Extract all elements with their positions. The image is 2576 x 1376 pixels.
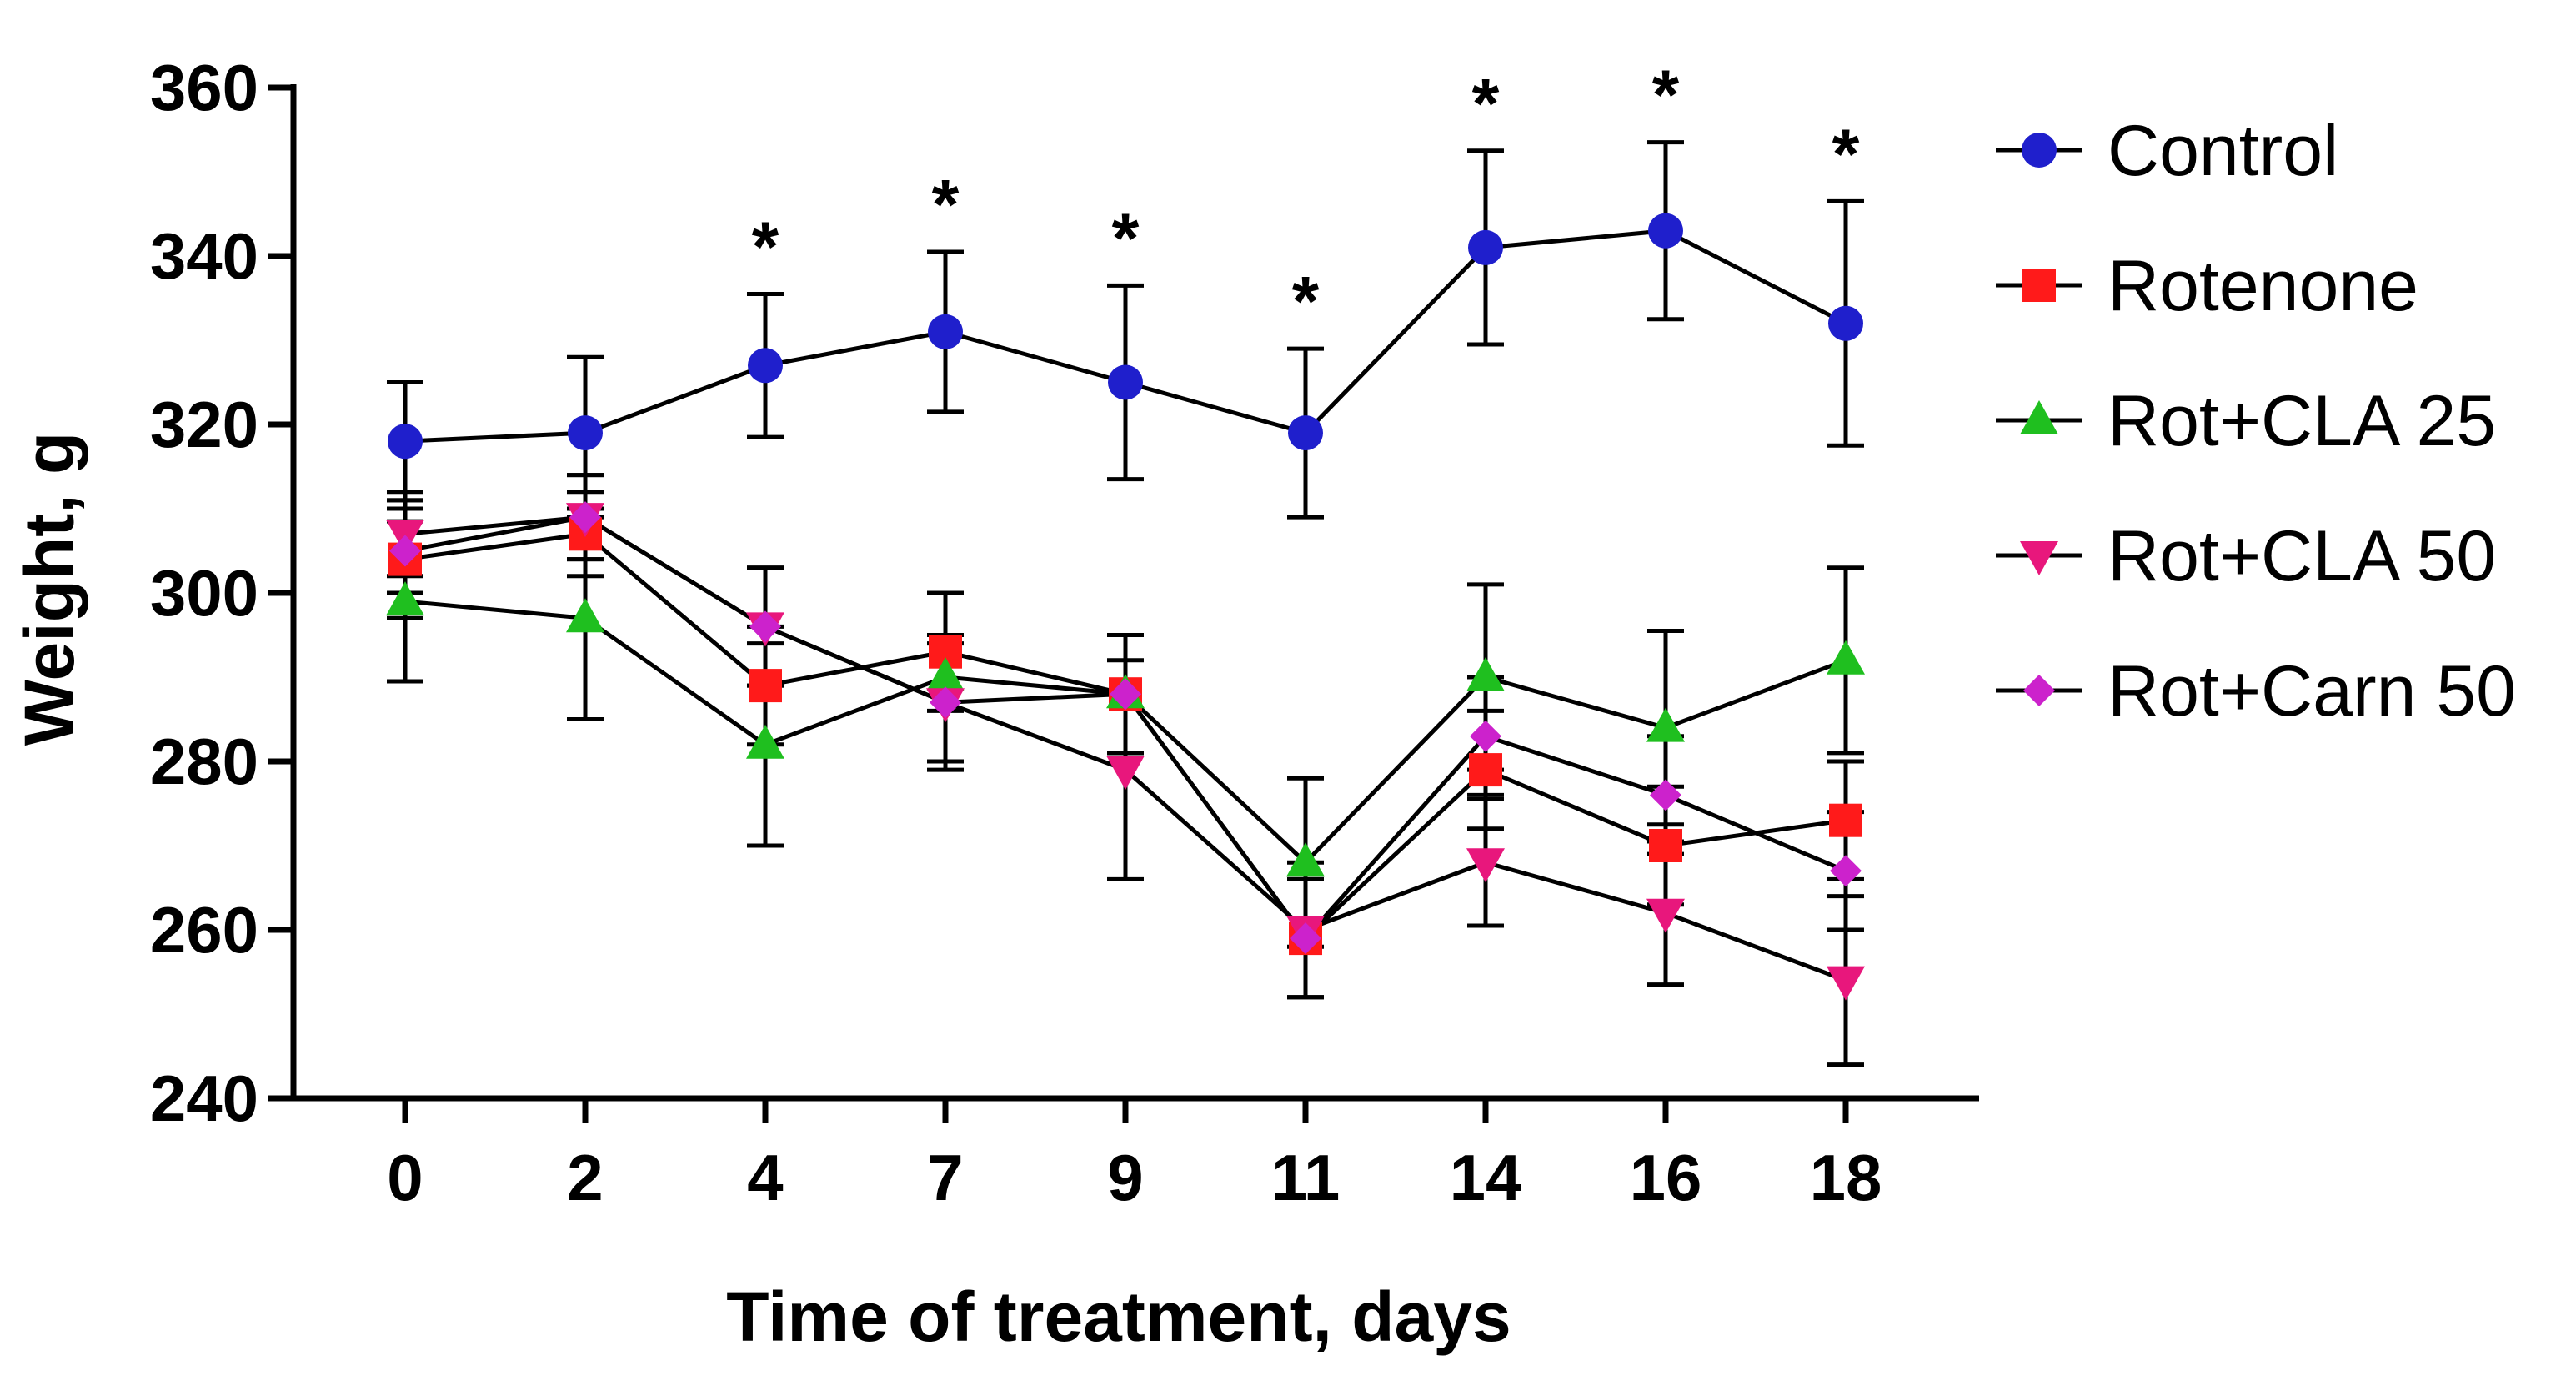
legend-item: Rot+CLA 50 (1996, 516, 2496, 596)
data-point (389, 535, 421, 567)
y-tick-label: 360 (150, 51, 258, 124)
x-axis-title: Time of treatment, days (726, 1278, 1511, 1356)
plot-area: * * * * * * * (386, 56, 1865, 1067)
x-tick-label: 0 (387, 1141, 423, 1214)
data-point (1646, 707, 1685, 742)
data-point (1288, 415, 1323, 451)
legend-marker (2020, 400, 2058, 434)
legend-marker (2022, 269, 2056, 302)
data-point (1110, 678, 1141, 711)
legend-marker (2023, 675, 2055, 706)
y-tick-label: 260 (150, 893, 258, 967)
legend-label: Rot+CLA 50 (2107, 516, 2496, 596)
legend-item: Rotenone (1996, 246, 2418, 326)
data-point (926, 657, 965, 691)
significance-marker: * (932, 165, 960, 244)
data-point (1646, 898, 1685, 933)
y-tick-label: 280 (150, 725, 258, 798)
significance-marker: * (1292, 262, 1320, 340)
data-point (568, 415, 603, 451)
data-point (1470, 720, 1501, 752)
legend-item: Rot+Carn 50 (1996, 651, 2516, 731)
data-point (746, 724, 784, 759)
legend-marker (2022, 133, 2057, 168)
significance-marker: * (1472, 64, 1500, 143)
data-point (1828, 305, 1863, 341)
data-point (1290, 922, 1321, 955)
data-point (388, 424, 423, 460)
data-point (569, 501, 601, 534)
significance-marker: * (752, 207, 779, 285)
data-point (1827, 640, 1865, 675)
data-point (1106, 756, 1145, 791)
data-point (748, 348, 783, 384)
x-tick-label: 2 (567, 1141, 603, 1214)
data-point (1648, 213, 1683, 249)
data-point (1469, 753, 1502, 787)
y-axis-title: Weight, g (10, 432, 88, 746)
x-tick-label: 7 (927, 1141, 963, 1214)
data-point (566, 598, 604, 633)
legend-marker (2020, 541, 2058, 575)
data-point (1466, 657, 1505, 691)
legend: Control Rotenone Rot+CLA 25 Rot+CLA 50 Rot+C… (1996, 111, 2516, 731)
legend-label: Rotenone (2107, 246, 2418, 326)
x-tick-label: 14 (1450, 1141, 1522, 1214)
data-point (1286, 842, 1325, 877)
significance-marker: * (1652, 56, 1680, 134)
x-tick-label: 11 (1271, 1141, 1340, 1214)
y-tick-label: 340 (150, 219, 258, 293)
x-tick-label: 9 (1107, 1141, 1143, 1214)
data-point (1830, 855, 1862, 887)
legend-item: Control (1996, 111, 2338, 191)
significance-marker: * (1832, 114, 1860, 193)
data-point (1108, 364, 1143, 400)
data-point (928, 314, 963, 349)
data-point (386, 581, 424, 616)
significance-marker: * (1112, 198, 1140, 277)
data-point (1649, 829, 1682, 862)
data-point (1829, 803, 1862, 837)
data-point (1468, 229, 1503, 265)
x-tick-label: 16 (1630, 1141, 1702, 1214)
data-point (749, 610, 781, 643)
data-point (930, 686, 961, 719)
axes: 240 260 280 300 320 340 360 0 2 4 7 9 11 14 16 18 (150, 51, 1979, 1214)
legend-label: Rot+CLA 25 (2107, 381, 2496, 461)
data-point (749, 669, 782, 703)
data-point (1466, 848, 1505, 883)
legend-label: Control (2107, 111, 2338, 191)
legend-label: Rot+Carn 50 (2107, 651, 2516, 731)
x-tick-label: 18 (1810, 1141, 1882, 1214)
y-tick-label: 320 (150, 388, 258, 461)
x-tick-label: 4 (747, 1141, 783, 1214)
legend-item: Rot+CLA 25 (1996, 381, 2496, 461)
y-tick-label: 240 (150, 1062, 258, 1135)
data-point (1827, 966, 1865, 1001)
y-tick-label: 300 (150, 556, 258, 630)
data-point (1650, 779, 1681, 811)
